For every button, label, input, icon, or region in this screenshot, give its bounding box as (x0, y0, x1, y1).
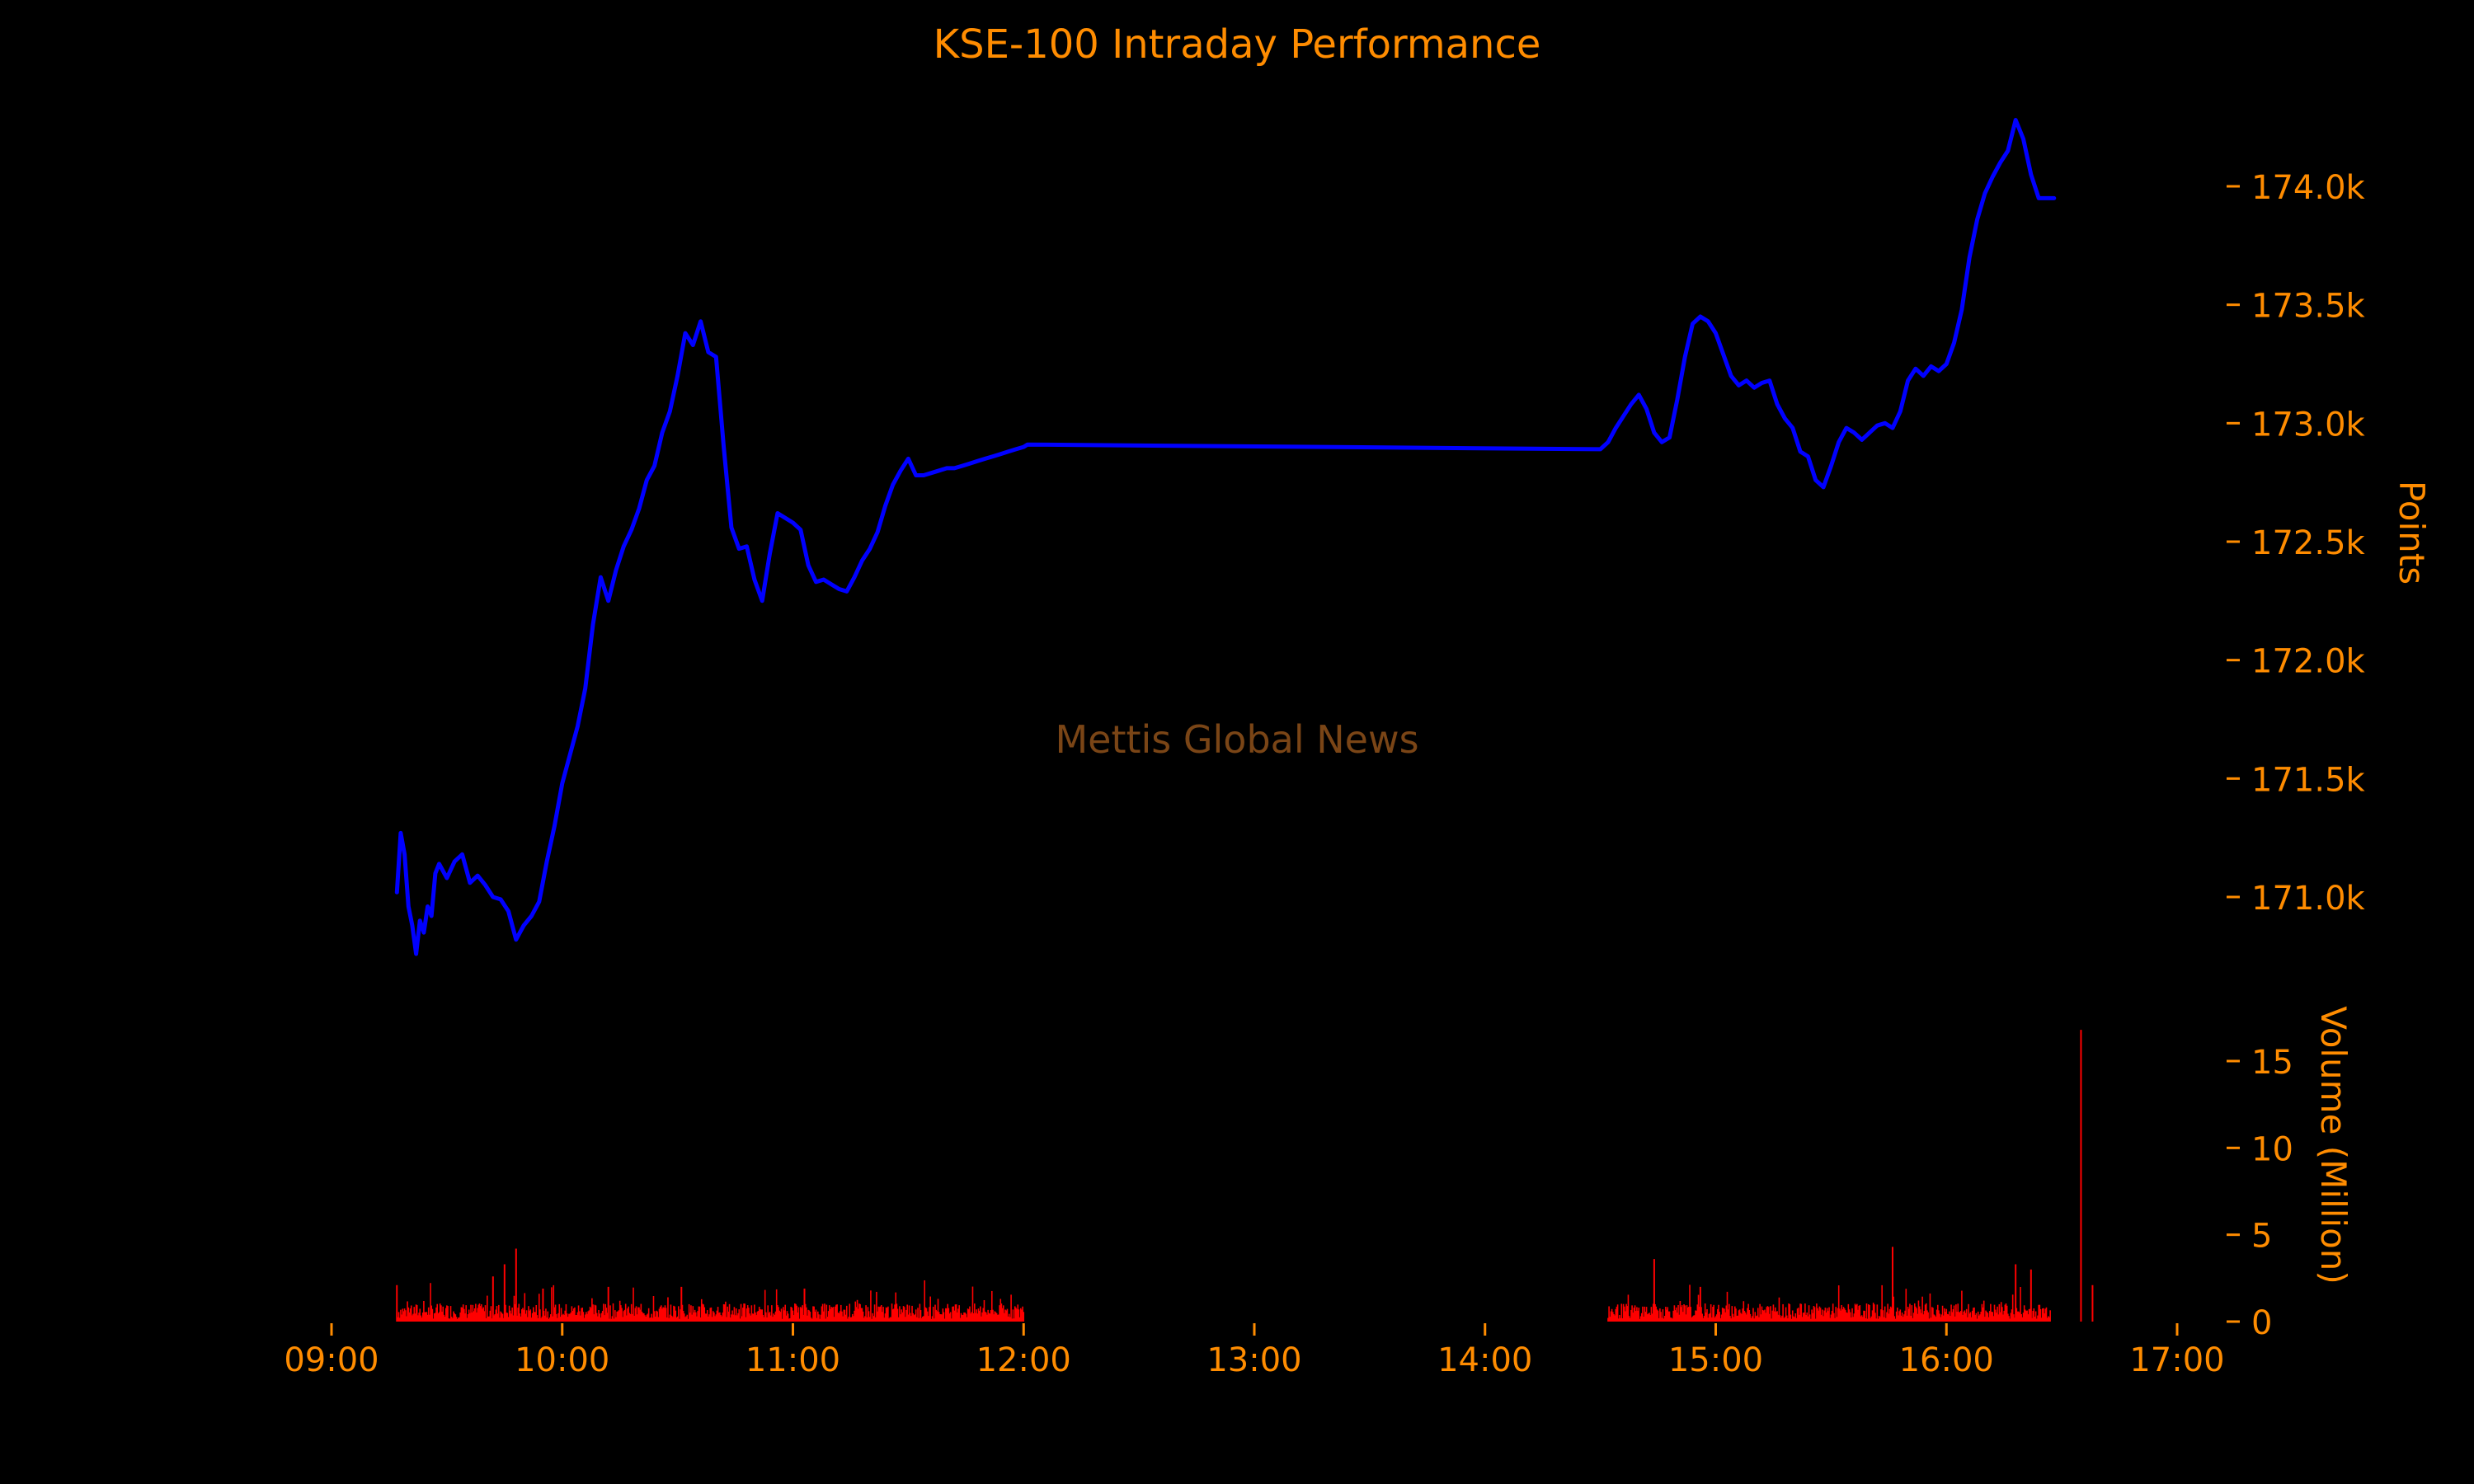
volume-axis-label: Volume (Million) (2313, 1006, 2354, 1284)
price-y-tick-label: 171.0k (2251, 880, 2366, 918)
price-y-tick-label: 172.5k (2251, 524, 2366, 562)
x-tick-label: 12:00 (976, 1341, 1071, 1379)
price-y-tick-label: 174.0k (2251, 169, 2366, 207)
volume-panel: 0 5 10 15 Volume (Million) (396, 1006, 2354, 1342)
volume-y-tick-label: 15 (2251, 1044, 2293, 1082)
x-tick-label: 13:00 (1206, 1341, 1301, 1379)
price-line (394, 118, 2057, 956)
x-tick-label: 16:00 (1899, 1341, 1994, 1379)
volume-y-tick-label: 0 (2251, 1304, 2272, 1342)
volume-bars (396, 1030, 2094, 1322)
price-y-axis: 171.0k 171.5k 172.0k 172.5k 173.0k 173.5k 174.… (2227, 169, 2366, 918)
price-y-tick-label: 172.0k (2251, 643, 2366, 681)
x-tick-label: 15:00 (1668, 1341, 1763, 1379)
x-tick-label: 17:00 (2129, 1341, 2224, 1379)
x-tick-label: 10:00 (515, 1341, 609, 1379)
volume-y-tick-label: 10 (2251, 1130, 2293, 1168)
price-y-tick-label: 173.0k (2251, 406, 2366, 444)
price-y-tick-label: 173.5k (2251, 288, 2366, 326)
x-tick-label: 14:00 (1437, 1341, 1532, 1379)
price-axis-label: Points (2392, 481, 2432, 585)
x-tick-label: 09:00 (284, 1341, 379, 1379)
watermark-text: Mettis Global News (1055, 717, 1418, 762)
volume-y-axis: 0 5 10 15 (2227, 1044, 2293, 1342)
price-panel: 171.0k 171.5k 172.0k 172.5k 173.0k 173.5k 174.… (394, 118, 2432, 956)
volume-y-tick-label: 5 (2251, 1218, 2272, 1256)
time-x-axis: 09:00 10:00 11:00 12:00 13:00 14:00 15:00 16:00… (284, 1323, 2225, 1379)
chart-title: KSE-100 Intraday Performance (934, 21, 1541, 68)
x-tick-label: 11:00 (745, 1341, 840, 1379)
price-y-tick-label: 171.5k (2251, 761, 2366, 799)
